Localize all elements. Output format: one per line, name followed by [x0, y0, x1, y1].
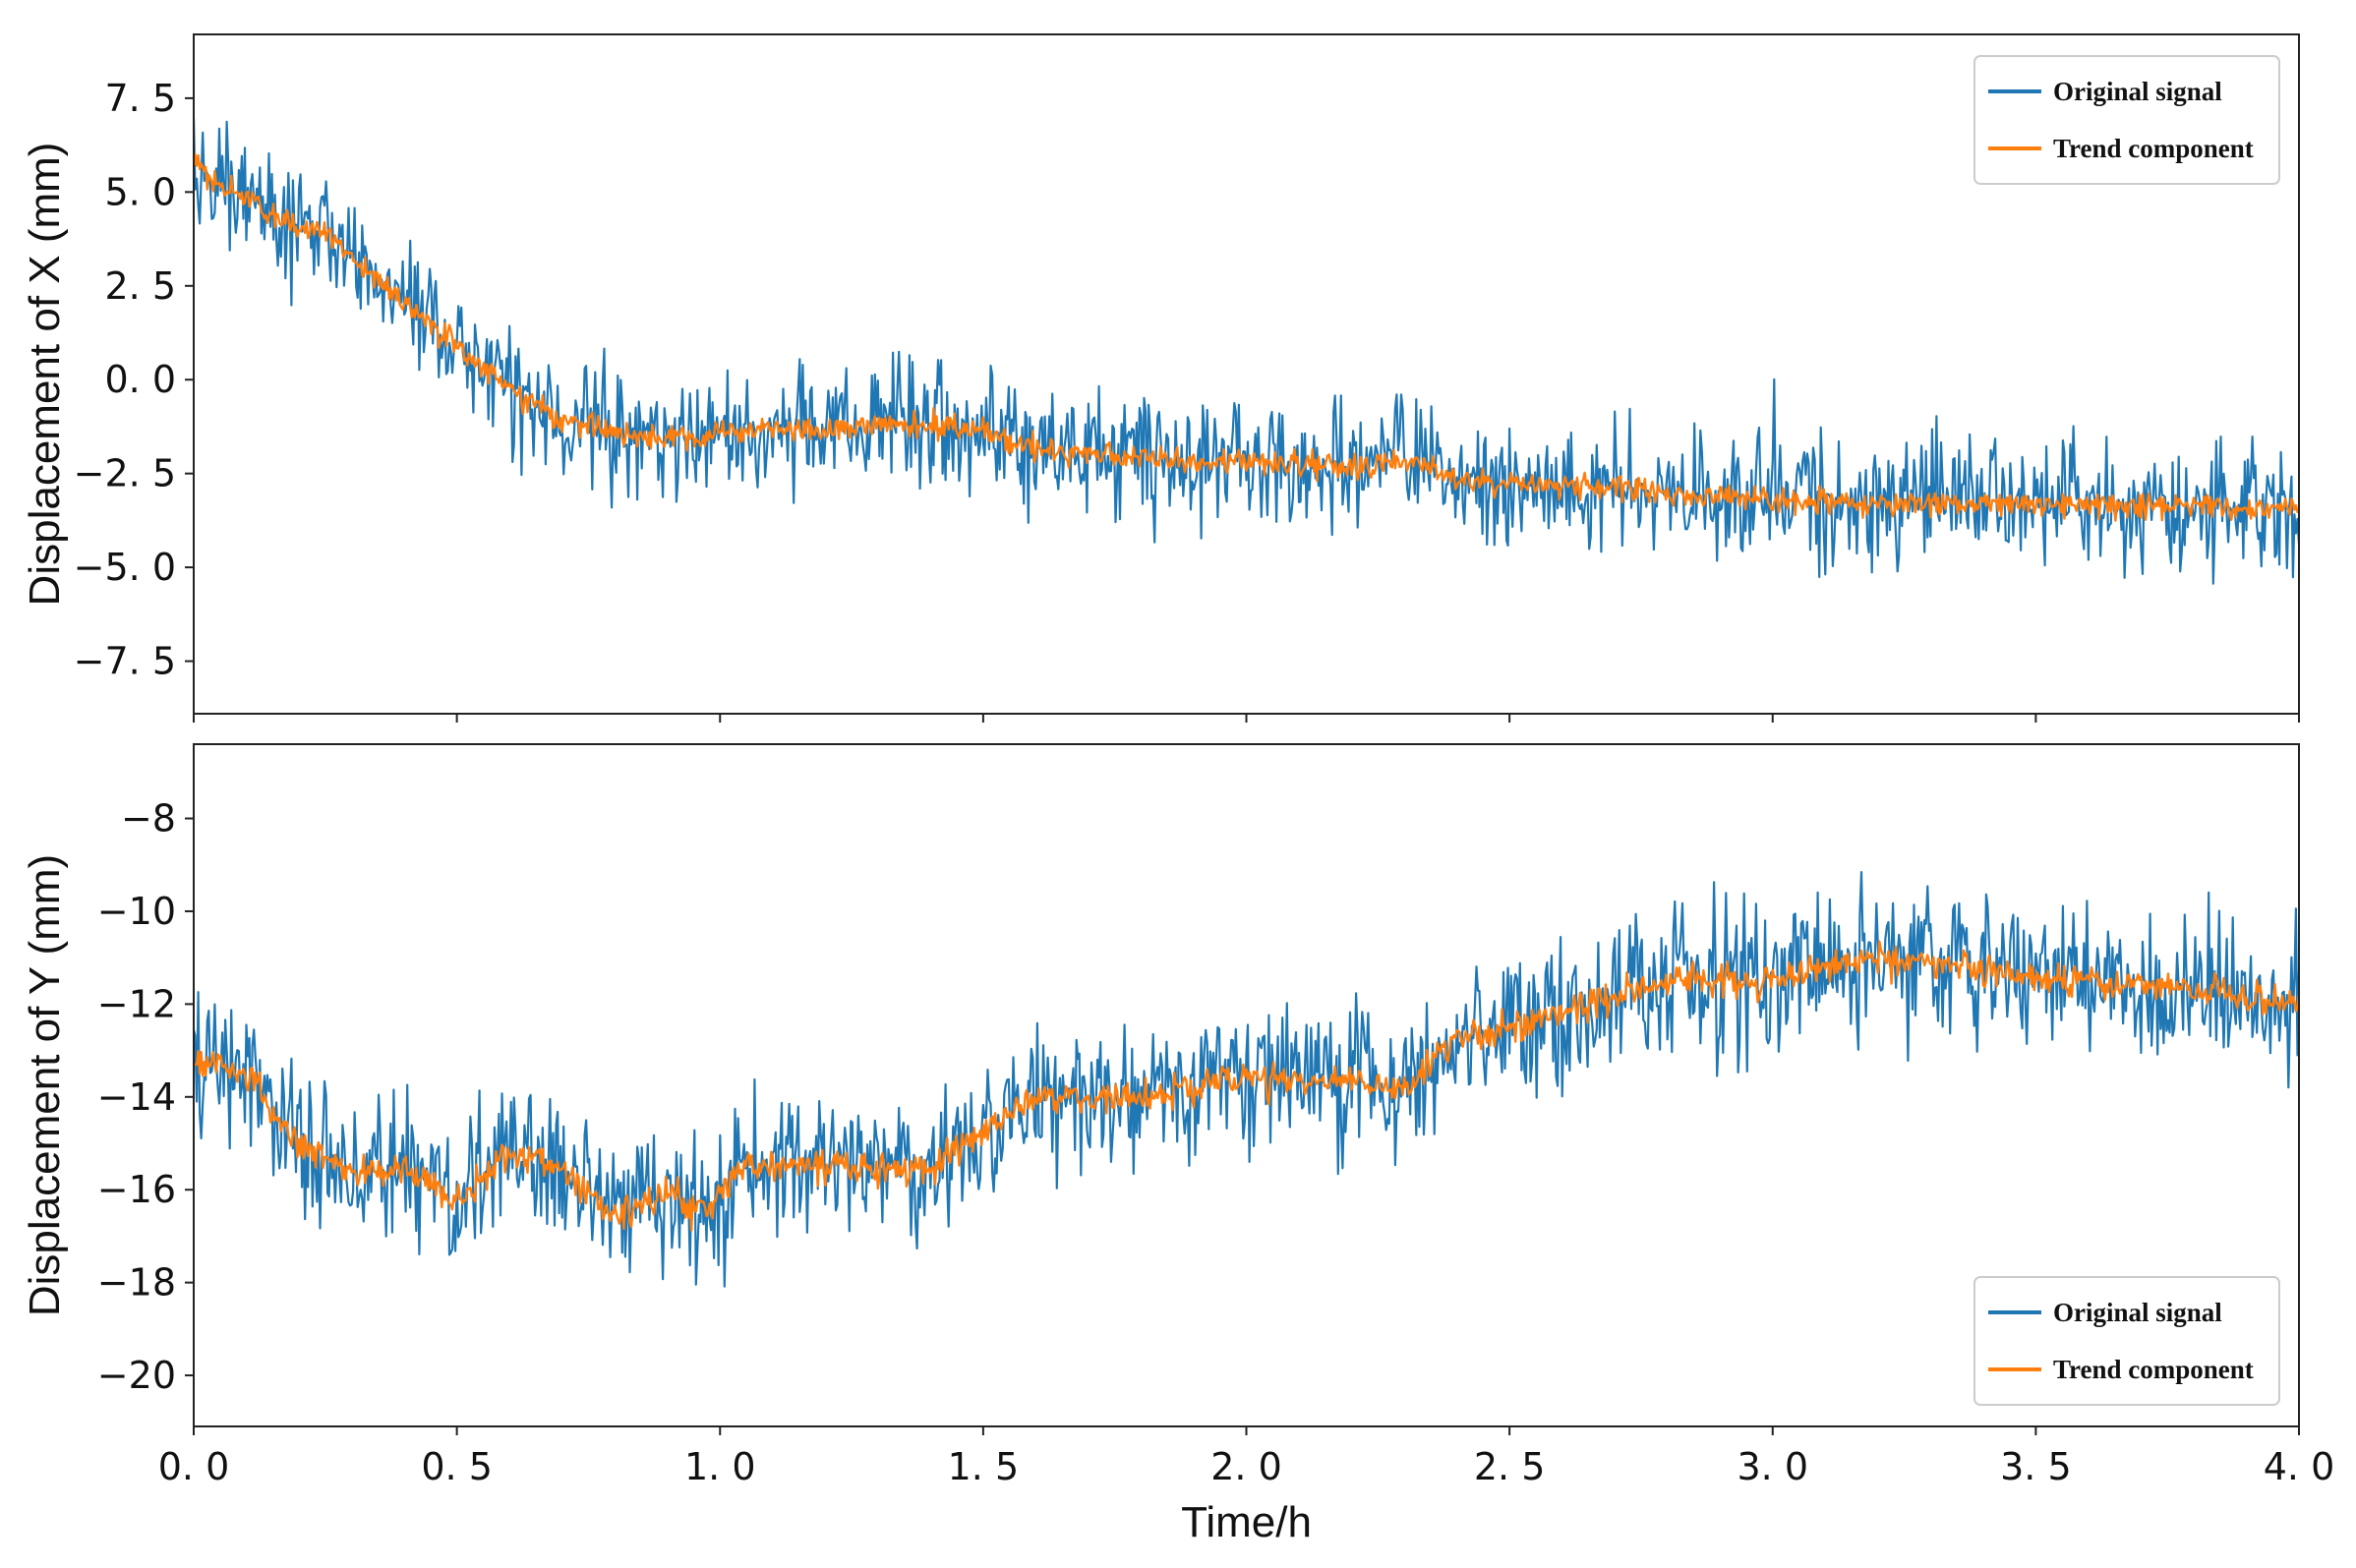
x-tick-label: 0. 5: [421, 1445, 493, 1488]
y-tick-label: −16: [97, 1168, 176, 1211]
y-tick-label: −18: [97, 1261, 176, 1305]
y-tick-label: −2. 5: [74, 452, 176, 495]
y-tick-label: 2. 5: [104, 264, 176, 308]
x-axis-title: Time/h: [1181, 1498, 1312, 1546]
legend: Original signal Trend component: [1973, 1276, 2280, 1406]
y-tick-label: −5. 0: [74, 546, 176, 589]
original-signal-line-y: [194, 870, 2299, 1288]
trend-component-line-y: [194, 940, 2299, 1232]
x-tick-label: 1. 0: [684, 1445, 756, 1488]
x-tick-label: 2. 5: [1474, 1445, 1546, 1488]
x-tick-label: 3. 0: [1737, 1445, 1808, 1488]
x-tick-label: 2. 0: [1210, 1445, 1282, 1488]
x-tick-label: 1. 5: [948, 1445, 1020, 1488]
bottom-panel-y-displacement: −8 −10 −12 −14 −16 −18 −20 0. 0 0. 5 1. 0 1. 5 2. 0…: [21, 743, 2335, 1546]
y-tick-label: 7. 5: [104, 77, 176, 120]
y-tick-label: −8: [121, 797, 176, 841]
y-tick-label: −7. 5: [74, 640, 176, 683]
legend-label: Trend component: [2053, 134, 2254, 163]
y-axis-title: Displacement of X (mm): [21, 143, 69, 607]
legend: Original signal Trend component: [1973, 55, 2280, 185]
trend-component-line-x: [194, 152, 2299, 522]
x-tick-label: 4. 0: [2264, 1445, 2335, 1488]
y-tick-label: −20: [97, 1354, 176, 1397]
y-tick-label: 0. 0: [104, 358, 176, 401]
y-tick-label: −10: [97, 890, 176, 933]
top-panel-x-displacement: 7. 5 5. 0 2. 5 0. 0 −2. 5 −5. 0 −7. 5Displacem…: [21, 33, 2300, 723]
x-tick-label: 0. 0: [158, 1445, 230, 1488]
x-tick-label: 3. 5: [2000, 1445, 2072, 1488]
legend-label: Original signal: [2053, 1298, 2222, 1327]
legend-label: Original signal: [2053, 77, 2222, 106]
original-signal-line-x: [194, 118, 2299, 585]
y-tick-label: −12: [97, 982, 176, 1025]
legend-label: Trend component: [2053, 1355, 2254, 1384]
y-tick-label: −14: [97, 1075, 176, 1119]
y-axis-title: Displacement of Y (mm): [21, 854, 69, 1316]
y-tick-label: 5. 0: [104, 170, 176, 213]
